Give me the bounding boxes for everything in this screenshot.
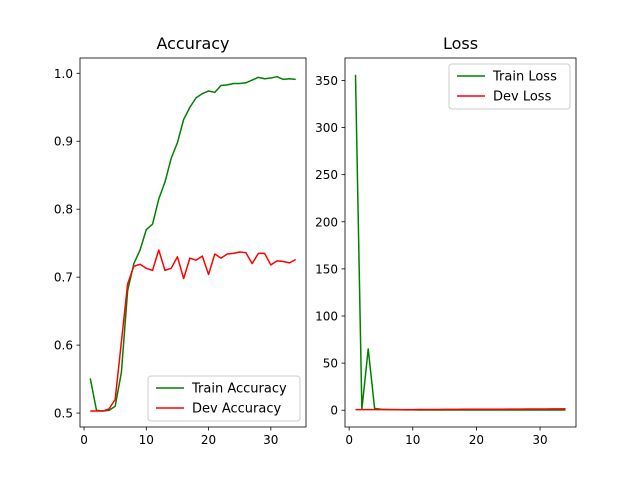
x-tick-label: 0	[345, 433, 353, 447]
chart-title: Loss	[443, 34, 478, 53]
legend-label: Train Loss	[492, 70, 557, 85]
chart-title: Accuracy	[156, 34, 229, 53]
y-tick-label: 250	[315, 168, 338, 182]
y-tick-label: 300	[315, 121, 338, 135]
legend: Train Loss Dev Loss	[448, 63, 571, 110]
x-tick-label: 20	[201, 433, 216, 447]
y-tick-label: 1.0	[54, 67, 73, 81]
x-tick-label: 20	[469, 433, 484, 447]
chart-panel-0: Accuracy 0 10 20 30 0.5 0.6 0.7 0.8 0.9 1.0 Train A…	[54, 34, 307, 447]
y-tick-label: 100	[315, 309, 338, 323]
series-line-dev-loss	[355, 408, 566, 411]
legend-box	[147, 375, 301, 422]
y-tick-label: 150	[315, 262, 338, 276]
series-line-train-loss	[354, 74, 566, 411]
legend-label: Dev Accuracy	[192, 402, 281, 417]
legend: Train Accuracy Dev Accuracy	[147, 375, 301, 422]
series-line-dev-accuracy	[90, 249, 297, 412]
y-tick-label: 0	[330, 404, 338, 418]
x-tick-label: 30	[263, 433, 278, 447]
y-tick-label: 0.8	[54, 203, 73, 217]
x-tick-label: 10	[405, 433, 420, 447]
x-tick-label: 10	[139, 433, 154, 447]
legend-label: Dev Loss	[493, 90, 552, 105]
x-tick-label: 30	[532, 433, 547, 447]
y-tick-label: 0.9	[54, 135, 73, 149]
y-tick-label: 200	[315, 215, 338, 229]
y-tick-label: 0.7	[54, 271, 73, 285]
y-tick-label: 0.5	[54, 407, 73, 421]
y-tick-label: 350	[315, 74, 338, 88]
legend-label: Train Accuracy	[191, 382, 287, 397]
axes-frame	[344, 57, 577, 428]
y-tick-label: 0.6	[54, 339, 73, 353]
axes-frame	[79, 57, 307, 428]
x-tick-label: 0	[80, 433, 88, 447]
y-tick-label: 50	[323, 357, 338, 371]
series-line-train-accuracy	[89, 75, 296, 412]
